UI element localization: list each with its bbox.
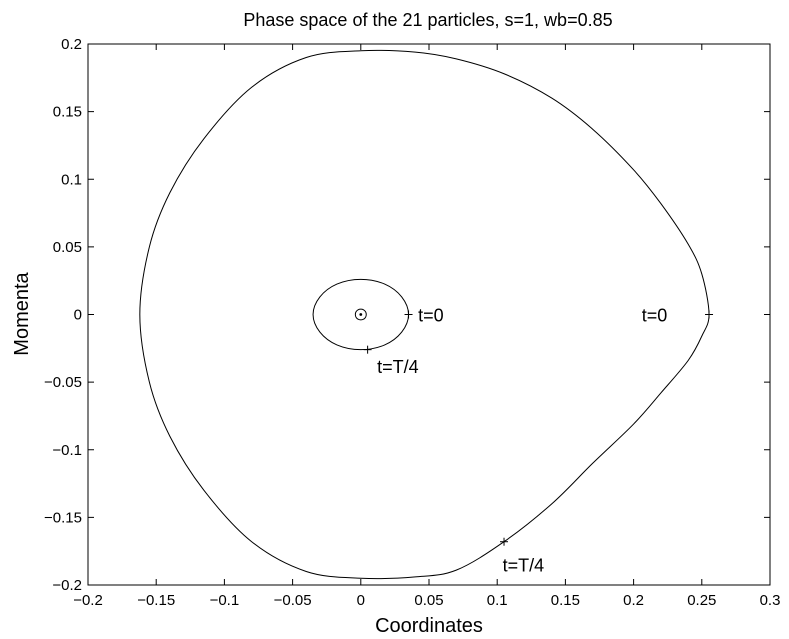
x-axis-title: Coordinates (375, 615, 483, 637)
markers (363, 310, 714, 546)
y-tick-label: 0.1 (61, 171, 82, 188)
x-tick-label: 0 (357, 592, 365, 609)
orbits (139, 49, 710, 580)
chart-title: Phase space of the 21 particles, s=1, wb… (243, 10, 612, 30)
y-tick-label: −0.05 (44, 374, 82, 391)
annotation-label: t=0 (642, 306, 668, 326)
y-tick-label: −0.2 (52, 577, 82, 594)
axis-ticks (87, 43, 771, 586)
annotation-label: t=T/4 (503, 556, 545, 576)
x-tick-label: 0.15 (551, 592, 580, 609)
x-tick-label: 0.25 (687, 592, 716, 609)
y-axis-title: Momenta (11, 271, 33, 355)
y-tick-label: 0.05 (53, 239, 82, 256)
y-tick-label: 0 (74, 307, 82, 324)
annotation-label: t=T/4 (377, 357, 419, 377)
x-tick-label: 0.2 (623, 592, 644, 609)
orbit-line-0 (139, 49, 710, 580)
y-tick-label: −0.1 (52, 442, 82, 459)
x-tick-label: −0.15 (137, 592, 175, 609)
y-tick-label: −0.15 (44, 509, 82, 526)
x-tick-label: 0.1 (487, 592, 508, 609)
annotations: t=0 t=T/4 t=0 t=T/4 (377, 306, 667, 576)
orbit-line-1 (312, 278, 410, 351)
x-tick-label: −0.1 (210, 592, 240, 609)
center-point (359, 313, 363, 316)
y-tick-label: 0.2 (61, 36, 82, 53)
plus-marker (705, 310, 714, 319)
plus-marker (363, 345, 372, 354)
x-tick-label: −0.05 (274, 592, 312, 609)
y-tick-label: 0.15 (53, 104, 82, 121)
annotation-label: t=0 (418, 306, 444, 326)
x-tick-label: −0.2 (73, 592, 103, 609)
plus-marker (404, 310, 413, 319)
x-tick-label: 0.05 (414, 592, 443, 609)
plus-marker (500, 537, 509, 546)
x-tick-label: 0.3 (760, 592, 781, 609)
orbit-line-2 (354, 308, 367, 321)
tick-labels: −0.2 −0.15 −0.1 −0.05 0 0.05 0.1 0.15 0.2 0.25 0.3… (44, 36, 780, 609)
